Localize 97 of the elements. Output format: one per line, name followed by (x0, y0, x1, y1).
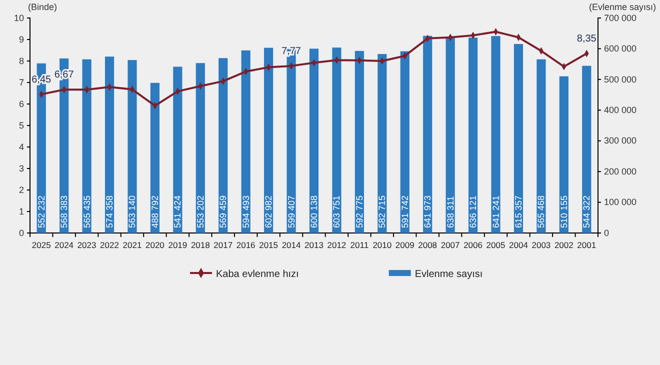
x-tick-label: 2023 (77, 240, 97, 250)
x-tick-label: 2003 (532, 240, 551, 250)
bar (104, 56, 114, 233)
bar (150, 82, 160, 233)
bar (241, 50, 250, 233)
bar (173, 66, 182, 233)
bar (446, 36, 455, 233)
data-label: 510 155 (558, 195, 569, 228)
data-label: 8,35 (576, 33, 597, 44)
x-tick-label: 2016 (236, 240, 256, 250)
y-tick-label: 8 (18, 56, 24, 66)
y2-tick-label: 500 000 (604, 74, 637, 84)
x-tick-label: 2025 (32, 240, 52, 250)
data-label: 552 232 (36, 195, 46, 228)
x-tick-label: 2006 (464, 240, 483, 250)
bar (196, 63, 205, 233)
bar (332, 48, 342, 233)
bar (423, 36, 432, 233)
legend-label: Kaba evlenme hızı (216, 269, 299, 280)
bar (354, 50, 364, 233)
y-tick-label: 5 (18, 120, 24, 130)
x-tick-label: 2021 (122, 240, 142, 250)
data-label: 563 140 (127, 195, 138, 228)
bar (264, 48, 274, 233)
data-label: 603 751 (332, 195, 342, 228)
bar (491, 36, 500, 233)
data-label: 594 493 (240, 195, 251, 228)
data-label: 569 459 (218, 195, 228, 228)
data-label: 615 357 (513, 195, 524, 228)
legend-label: Evlenme sayısı (414, 269, 483, 280)
y2-tick-label: 100 000 (604, 197, 637, 208)
x-tick-label: 2014 (282, 240, 301, 250)
x-tick-label: 2012 (327, 240, 346, 250)
x-tick-label: 2017 (214, 240, 233, 250)
x-tick-label: 2010 (372, 240, 392, 250)
y-tick-label: 9 (18, 34, 24, 44)
data-label: 602 982 (264, 195, 274, 228)
data-label: 599 407 (286, 195, 296, 228)
x-tick-label: 2001 (577, 240, 596, 250)
y2-tick-label: 700 000 (604, 12, 637, 23)
data-label: 638 311 (445, 196, 456, 228)
data-label: 641 241 (490, 195, 501, 228)
y2-tick-label: 0 (604, 228, 610, 238)
data-label: 541 424 (172, 195, 183, 228)
data-label: 591 742 (400, 195, 410, 228)
data-label: 553 202 (195, 195, 206, 228)
y2-tick-label: 400 000 (604, 105, 637, 116)
y-tick-label: 3 (18, 163, 24, 174)
y2-tick-label: 200 000 (604, 166, 637, 176)
x-tick-label: 2007 (440, 240, 460, 250)
x-tick-label: 2004 (509, 240, 528, 250)
data-label: 641 973 (422, 195, 433, 228)
bar (218, 58, 228, 233)
bar (400, 51, 410, 233)
x-tick-label: 2002 (554, 240, 574, 250)
data-label: 592 775 (354, 195, 364, 228)
y2-tick-label: 300 000 (604, 136, 637, 146)
x-tick-label: 2019 (168, 240, 188, 250)
data-label: 544 322 (582, 195, 592, 228)
y-tick-label: 0 (18, 228, 24, 238)
bar (536, 59, 546, 233)
y2-tick-label: 600 000 (604, 44, 637, 54)
x-tick-label: 2024 (54, 240, 74, 250)
data-label: 565 468 (536, 195, 546, 228)
y2-axis-title: (Evlenme sayısı) (588, 2, 656, 12)
data-label: 568 383 (59, 195, 70, 228)
data-label: 565 435 (82, 195, 92, 228)
bar (582, 66, 592, 233)
y-tick-label: 10 (14, 12, 24, 23)
x-tick-label: 2008 (418, 240, 438, 250)
bar (378, 54, 387, 233)
data-label: 488 792 (150, 195, 160, 228)
data-label: 7,77 (282, 46, 302, 57)
data-label: 574 358 (104, 195, 115, 228)
bar (82, 59, 92, 233)
data-label: 636 121 (468, 195, 478, 228)
y-axis-title: (Binde) (28, 2, 58, 12)
y-tick-label: 2 (18, 184, 24, 195)
bar (514, 44, 524, 233)
y-tick-label: 1 (18, 206, 24, 216)
x-tick-label: 2020 (146, 240, 165, 250)
y-tick-label: 6 (18, 98, 24, 109)
x-tick-label: 2013 (304, 240, 324, 250)
y-tick-label: 7 (18, 77, 24, 88)
x-tick-label: 2011 (350, 240, 369, 250)
x-tick-label: 2018 (190, 240, 210, 250)
bar (559, 76, 568, 233)
x-tick-label: 2022 (100, 240, 120, 250)
bar (128, 60, 137, 233)
bar (309, 48, 319, 233)
data-label: 582 715 (377, 195, 388, 228)
data-label: 600 138 (309, 195, 319, 228)
x-tick-label: 2009 (395, 240, 415, 250)
x-tick-label: 2005 (486, 240, 506, 250)
bar (468, 38, 478, 233)
y-tick-label: 4 (18, 142, 24, 152)
x-tick-label: 2015 (259, 240, 278, 250)
